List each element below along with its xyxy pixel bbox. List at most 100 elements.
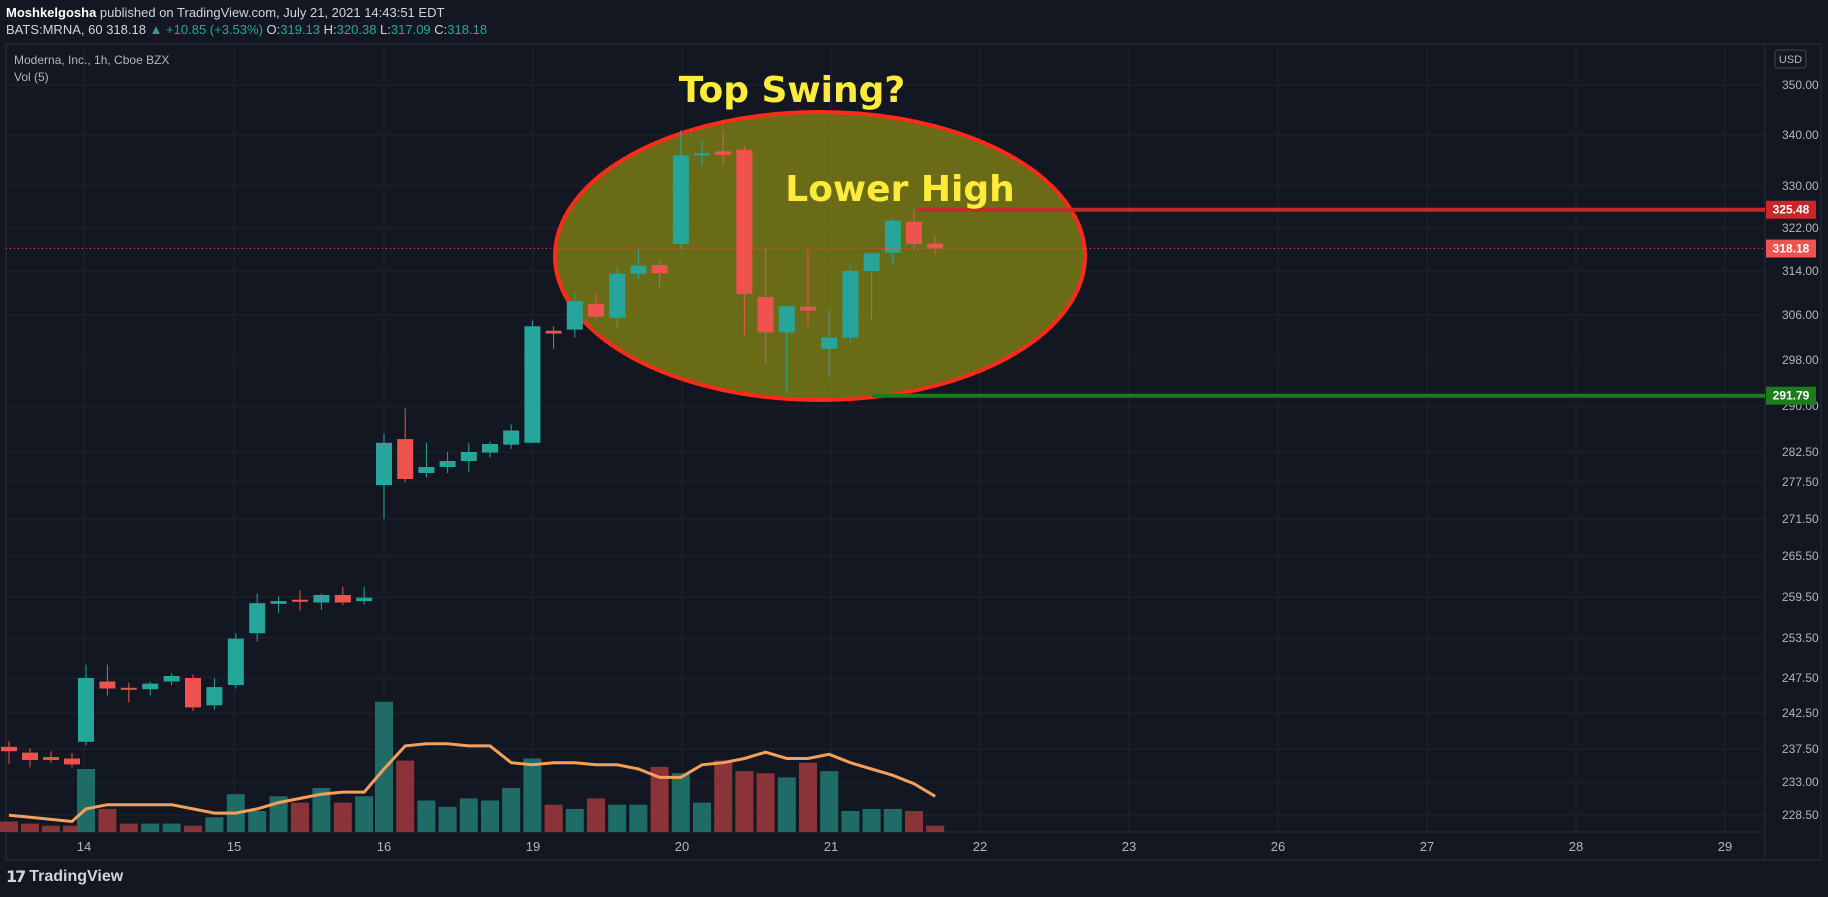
candle: [884, 217, 901, 266]
candle: [292, 590, 308, 611]
svg-text:325.48: 325.48: [1773, 203, 1810, 217]
volume-bar: [820, 771, 839, 832]
volume-bars: [0, 701, 945, 832]
candle: [120, 682, 137, 703]
volume-bar: [459, 798, 478, 832]
price-tick-label: 271.50: [1782, 512, 1819, 526]
volume-bar: [565, 808, 584, 832]
candle: [376, 433, 392, 519]
volume-bar: [481, 800, 499, 832]
price-tick-label: 282.50: [1782, 445, 1819, 459]
price-tick-label: 237.50: [1782, 742, 1819, 756]
volume-bar: [77, 769, 95, 832]
volume-bar: [883, 808, 902, 832]
price-tick-label: 233.00: [1782, 775, 1819, 789]
volume-bar: [63, 825, 81, 832]
volume-bar: [333, 802, 352, 832]
price-tick-label: 277.50: [1782, 475, 1819, 489]
volume-bar: [21, 823, 39, 832]
annotation-lower-high: Lower High: [785, 169, 1015, 210]
candle: [418, 442, 435, 478]
candle: [715, 130, 732, 166]
volume-bar: [905, 811, 923, 832]
candle: [736, 145, 753, 335]
volume-bar: [205, 817, 224, 832]
candle: [927, 236, 944, 255]
low-value: 317.09: [390, 22, 431, 37]
volume-bar: [714, 760, 733, 832]
author-name[interactable]: Moshkelgosha: [6, 5, 97, 20]
tradingview-brand: TradingView: [29, 868, 124, 885]
price-tick-label: 265.50: [1782, 549, 1819, 563]
time-tick-label: 16: [377, 839, 391, 854]
volume-bar: [926, 825, 945, 832]
close-label: C:: [434, 22, 448, 37]
close-value: 318.18: [447, 22, 488, 37]
candle: [249, 593, 266, 642]
candle: [842, 266, 859, 344]
candle: [545, 326, 562, 349]
volume-bar: [671, 773, 690, 832]
support-price-badge: 291.79: [1766, 386, 1816, 405]
candle: [609, 266, 626, 329]
time-tick-label: 28: [1569, 839, 1583, 854]
open-value: 319.13: [280, 22, 321, 37]
time-tick-label: 22: [973, 839, 987, 854]
candles: [1, 130, 944, 768]
candle: [524, 320, 541, 443]
time-tick-label: 19: [526, 839, 540, 854]
price-change: ▲ +10.85 (+3.53%): [149, 22, 263, 37]
svg-text:291.79: 291.79: [1773, 389, 1810, 403]
candle: [1, 741, 17, 764]
volume-bar: [799, 762, 817, 832]
price-tick-label: 259.50: [1782, 590, 1819, 604]
time-tick-label: 15: [227, 839, 241, 854]
price-axis: 350.00 340.00 330.00 322.00 314.00 306.00 298.…: [1766, 78, 1819, 822]
candle: [694, 140, 710, 166]
price-tick-label: 314.00: [1782, 264, 1819, 278]
highlight-ellipse-shape[interactable]: [553, 110, 1087, 402]
volume-bar: [650, 766, 669, 832]
annotation-top-swing: Top Swing?: [679, 70, 906, 111]
time-tick-label: 21: [824, 839, 838, 854]
price-levels: [6, 207, 1765, 398]
candle: [800, 249, 816, 327]
candle: [863, 252, 880, 321]
volume-bar: [0, 821, 18, 832]
candle: [78, 664, 94, 746]
candle: [313, 593, 330, 610]
time-axis: 14 15 16 19 20 21 22 23 26 27 28 29: [77, 839, 1732, 854]
price-tick-label: 242.50: [1782, 706, 1819, 720]
volume-bar: [735, 771, 754, 832]
candle: [439, 452, 456, 473]
candle: [185, 674, 201, 711]
volume-bar: [587, 798, 605, 832]
volume-bar: [438, 806, 457, 832]
candle: [630, 249, 647, 280]
candle: [778, 305, 795, 395]
candle: [672, 130, 689, 250]
candle: [64, 752, 80, 768]
time-tick-label: 29: [1718, 839, 1732, 854]
time-tick-label: 23: [1122, 839, 1136, 854]
last-price-badge: 318.18: [1766, 239, 1816, 258]
candle: [334, 586, 351, 606]
price-tick-label: 228.50: [1782, 808, 1819, 822]
volume-bar: [756, 773, 775, 832]
candle: [356, 586, 373, 605]
volume-bar: [841, 811, 860, 832]
currency-badge[interactable]: USD: [1774, 49, 1807, 69]
volume-bar: [777, 777, 796, 832]
tradingview-logo[interactable]: 𝟭𝟳 TradingView: [6, 867, 123, 887]
time-tick-label: 27: [1420, 839, 1434, 854]
symbol-label: BATS:MRNA, 60: [6, 22, 103, 37]
price-tick-label: 253.50: [1782, 631, 1819, 645]
candle: [227, 633, 244, 689]
price-tick-label: 350.00: [1782, 78, 1819, 92]
publish-info: published on TradingView.com, July 21, 2…: [99, 5, 445, 20]
svg-text:318.18: 318.18: [1773, 242, 1810, 256]
candle: [821, 309, 838, 378]
volume-bar: [42, 825, 60, 832]
price-tick-label: 340.00: [1782, 128, 1819, 142]
